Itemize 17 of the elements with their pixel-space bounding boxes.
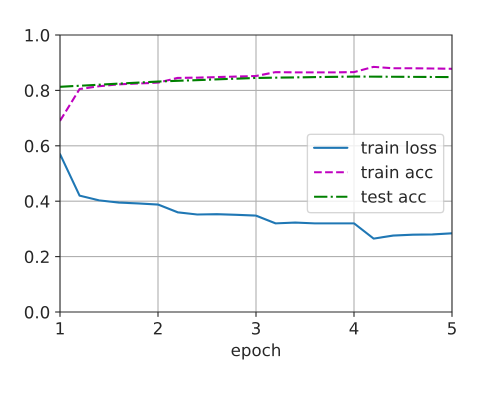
y-tick-label: 0.6 xyxy=(24,140,50,152)
x-tick-label: 2 xyxy=(154,322,162,334)
line-series xyxy=(60,153,452,240)
legend-label: train acc xyxy=(361,165,432,178)
legend-label: test acc xyxy=(361,190,426,203)
y-tick-label: 0.8 xyxy=(24,84,50,97)
x-axis-title: epoch xyxy=(232,343,280,360)
x-tick-label: 5 xyxy=(448,322,456,335)
x-tick-label: 3 xyxy=(252,322,260,335)
x-tick-label: 1 xyxy=(56,322,64,334)
x-tick-label: 4 xyxy=(350,322,358,334)
y-tick-label: 0.4 xyxy=(24,195,50,208)
y-tick-label: 1.0 xyxy=(26,28,50,42)
y-tick-label: 0.2 xyxy=(24,250,49,264)
line-series xyxy=(60,66,452,122)
y-tick-label: 0.0 xyxy=(24,306,50,319)
legend-label: train loss xyxy=(361,140,436,154)
